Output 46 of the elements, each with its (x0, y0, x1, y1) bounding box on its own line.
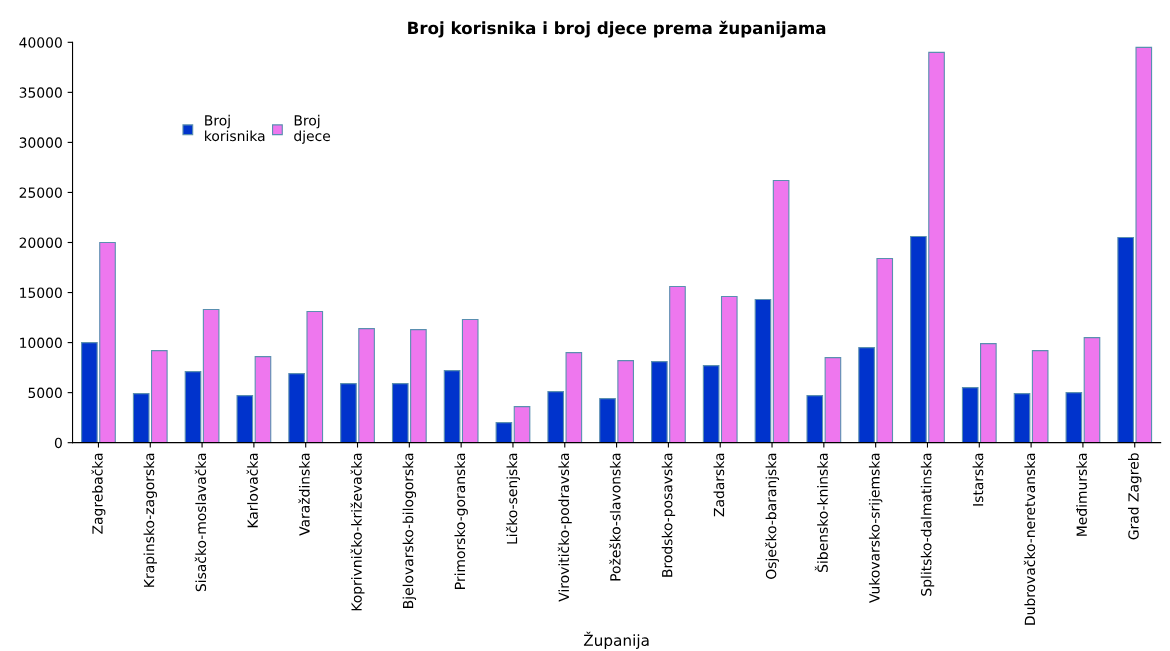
y-tick-label: 5000 (28, 387, 62, 399)
bar (184, 371, 202, 443)
chart-title: Broj korisnika i broj djece prema županijama (408, 20, 826, 38)
x-tick-label: Šibensko-kninska (814, 453, 828, 572)
x-tick-label: Dubrovačko-neretvanska (1023, 453, 1036, 625)
bar (772, 179, 790, 443)
x-tick-label: Virovitičko-podravska (557, 453, 572, 602)
x-tick-label: Varaždinska (298, 453, 310, 536)
x-tick-label: Krapinsko-zagorska (143, 453, 157, 587)
y-tick-label: 35000 (19, 87, 62, 98)
bar (495, 422, 513, 443)
x-tick-label: Karlovačka (246, 453, 258, 528)
bar (254, 356, 272, 443)
x-tick-label: Koprivničko-križevačka (350, 453, 365, 611)
legend-label: Broj djece (294, 114, 331, 144)
x-tick-label: Grad Zagreb (1128, 453, 1142, 540)
bar (513, 406, 531, 443)
y-tick-label: 20000 (19, 237, 62, 248)
bar (1083, 337, 1101, 443)
bar (1031, 350, 1049, 443)
bar (754, 298, 772, 443)
x-tick-label: Međimurska (1076, 453, 1087, 536)
bar (1065, 392, 1083, 443)
x-tick-label: Primorsko-goranska (454, 453, 468, 589)
legend-label: Broj korisnika (205, 114, 265, 142)
x-axis-title: Županija (583, 631, 649, 649)
bar (202, 309, 220, 443)
x-tick-label: Splitsko-dalmatinska (920, 453, 935, 596)
bar (1013, 393, 1031, 443)
x-tick-label: Istarska (972, 453, 984, 506)
x-tick-label: Požeško-slavonska (609, 453, 621, 581)
y-tick-label: 40000 (19, 37, 62, 48)
x-tick-label: Brodsko-posavska (661, 453, 676, 577)
y-tick-label: 25000 (19, 187, 62, 198)
y-tick-label: 10000 (20, 337, 62, 349)
x-tick-label: Zagrebačka (91, 453, 106, 534)
y-tick-label: 30000 (19, 137, 62, 148)
x-tick-label: Bjelovarsko-bilogorska (402, 453, 417, 608)
x-tick-label: Zadarska (713, 453, 725, 517)
x-tick-label: Sisačko-moslavačka (194, 453, 207, 592)
y-tick-label: 0 (54, 437, 62, 449)
x-tick-label: Osječko-baranjska (765, 453, 780, 579)
y-tick-label: 15000 (20, 287, 62, 299)
x-tick-label: Ličko-senjska (505, 453, 520, 544)
bar (236, 395, 254, 443)
x-tick-label: Vukovarsko-srijemska (868, 453, 883, 603)
